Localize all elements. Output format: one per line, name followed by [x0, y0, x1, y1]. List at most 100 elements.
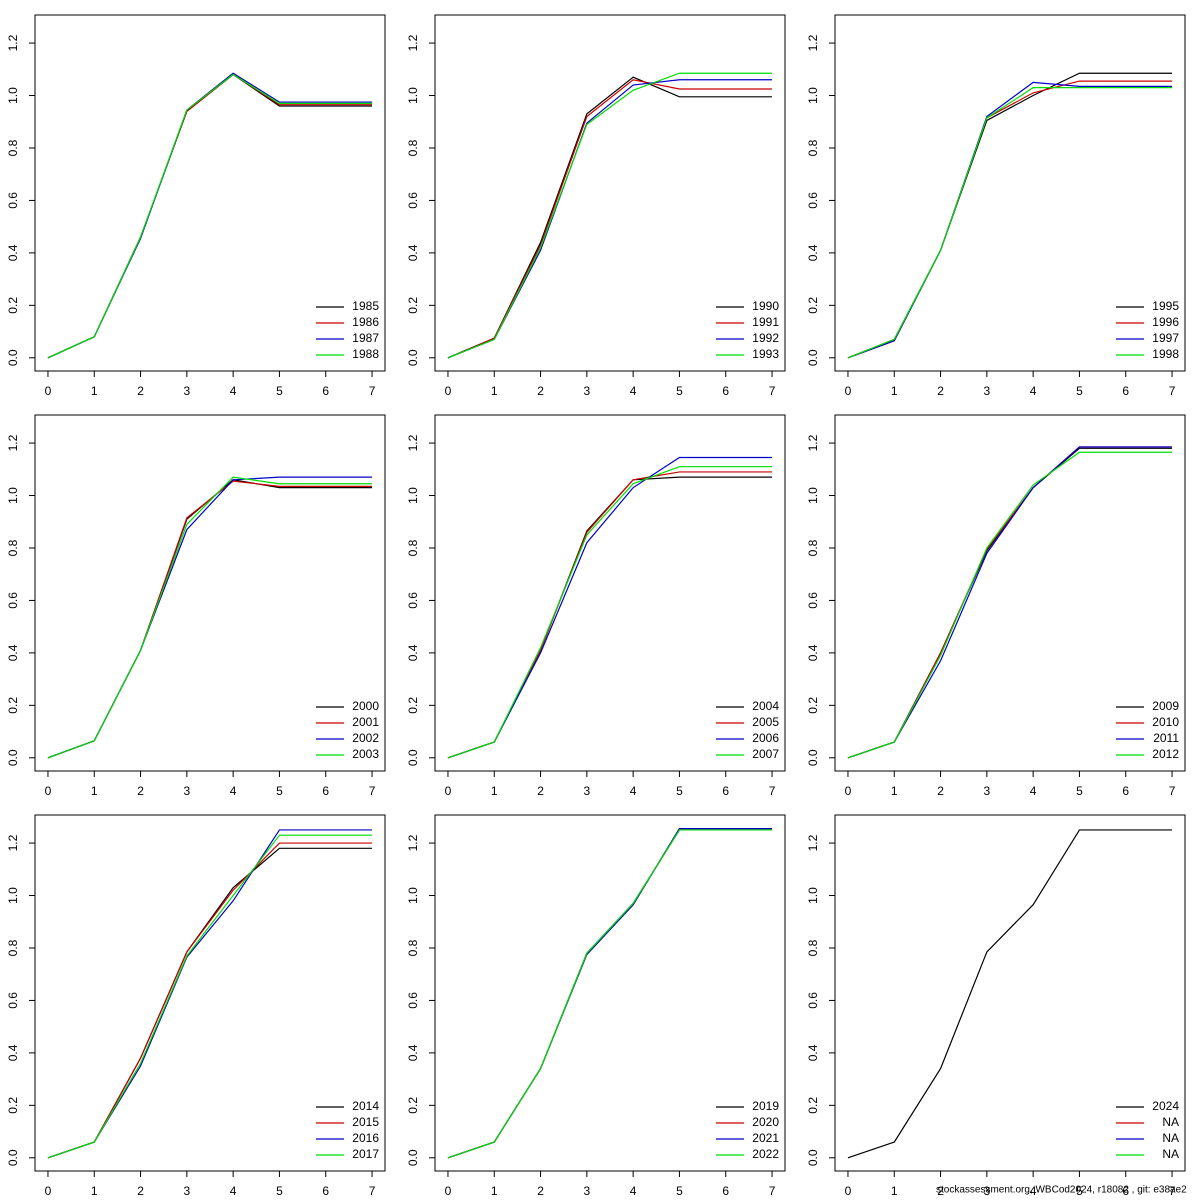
plot-frame — [834, 814, 1186, 1172]
legend-label: 2011 — [1153, 731, 1179, 745]
series-line — [47, 842, 373, 1159]
y-tick-label: 0.4 — [806, 244, 820, 261]
y-tick-label: 0.2 — [806, 697, 820, 714]
y-tick-label: 1.2 — [806, 434, 820, 451]
y-tick-label: 0.0 — [6, 749, 20, 766]
series-line — [47, 834, 373, 1159]
x-tick-label: 0 — [45, 384, 52, 398]
y-tick-label: 1.2 — [6, 34, 20, 51]
x-tick-label: 2 — [537, 384, 544, 398]
y-tick-label: 0.0 — [6, 349, 20, 366]
legend-label: 1992 — [752, 331, 779, 345]
plot-frame — [434, 814, 786, 1172]
y-tick-label: 0.8 — [806, 939, 820, 956]
x-tick-label: 0 — [845, 384, 852, 398]
x-tick-label: 1 — [891, 1184, 898, 1198]
legend-label: 2014 — [352, 1099, 379, 1113]
plot-frame — [34, 814, 386, 1172]
y-tick-label: 0.4 — [806, 1044, 820, 1061]
legend-label: 2001 — [352, 715, 379, 729]
legend-label: 1990 — [752, 299, 779, 313]
y-tick-label: 0.4 — [806, 644, 820, 661]
x-tick-label: 2 — [137, 384, 144, 398]
y-tick-label: 1.0 — [6, 887, 20, 904]
x-tick-label: 3 — [584, 784, 591, 798]
plot-frame — [434, 414, 786, 772]
y-tick-label: 0.6 — [406, 192, 420, 209]
x-tick-label: 5 — [276, 384, 283, 398]
y-tick-label: 0.8 — [406, 939, 420, 956]
legend-label: 2009 — [1152, 699, 1179, 713]
x-tick-label: 2 — [937, 384, 944, 398]
legend-label: 2006 — [752, 731, 779, 745]
y-tick-label: 0.4 — [6, 644, 20, 661]
series-line — [447, 79, 773, 359]
legend-label: 1998 — [1152, 347, 1179, 361]
y-tick-label: 0.8 — [406, 139, 420, 156]
series-line — [847, 451, 1173, 759]
x-tick-label: 7 — [769, 1184, 776, 1198]
y-tick-label: 0.2 — [406, 297, 420, 314]
series-line — [847, 447, 1173, 759]
y-tick-label: 1.2 — [6, 834, 20, 851]
series-line — [847, 72, 1173, 359]
x-tick-label: 0 — [845, 1184, 852, 1198]
x-tick-label: 6 — [322, 384, 329, 398]
plot-frame — [434, 14, 786, 372]
series-line — [447, 828, 773, 1159]
series-line — [47, 480, 373, 759]
x-tick-label: 5 — [676, 784, 683, 798]
y-tick-label: 0.2 — [406, 697, 420, 714]
x-tick-label: 6 — [322, 784, 329, 798]
x-tick-label: 0 — [45, 1184, 52, 1198]
legend-label: 1986 — [352, 315, 379, 329]
series-line — [447, 829, 773, 1159]
x-tick-label: 4 — [1030, 1184, 1037, 1198]
legend-label: 1987 — [352, 331, 379, 345]
x-tick-label: 4 — [630, 1184, 637, 1198]
y-tick-label: 0.0 — [806, 749, 820, 766]
x-tick-label: 4 — [1030, 784, 1037, 798]
series-line — [447, 72, 773, 359]
x-tick-label: 5 — [1076, 384, 1083, 398]
x-tick-label: 1 — [91, 384, 98, 398]
x-tick-label: 6 — [1122, 1184, 1129, 1198]
x-tick-label: 7 — [369, 784, 376, 798]
legend-label: 2016 — [352, 1131, 379, 1145]
y-tick-label: 1.0 — [406, 887, 420, 904]
legend-label: 1993 — [752, 347, 779, 361]
panel: 0 1 2 3 4 5 6 7 0.0 0.2 0.4 0.6 0.8 1.0 1.2 2000 2001 200… — [6, 414, 386, 798]
y-tick-label: 0.6 — [6, 992, 20, 1009]
legend-label: NA — [1162, 1115, 1179, 1129]
x-tick-label: 3 — [584, 1184, 591, 1198]
y-tick-label: 0.6 — [806, 192, 820, 209]
x-tick-label: 7 — [369, 384, 376, 398]
x-tick-label: 0 — [445, 784, 452, 798]
x-tick-label: 3 — [984, 1184, 991, 1198]
legend-label: 1995 — [1152, 299, 1179, 313]
x-tick-label: 2 — [937, 1184, 944, 1198]
legend-label: 2017 — [352, 1147, 379, 1161]
y-tick-label: 0.0 — [406, 349, 420, 366]
legend-label: 2021 — [752, 1131, 779, 1145]
y-tick-label: 0.8 — [406, 539, 420, 556]
y-tick-label: 0.0 — [406, 1149, 420, 1166]
x-tick-label: 5 — [276, 784, 283, 798]
legend-label: 2024 — [1152, 1099, 1179, 1113]
x-tick-label: 7 — [369, 1184, 376, 1198]
x-tick-label: 3 — [184, 384, 191, 398]
x-tick-label: 7 — [769, 784, 776, 798]
y-tick-label: 1.2 — [406, 34, 420, 51]
y-tick-label: 0.4 — [406, 644, 420, 661]
y-tick-label: 1.2 — [806, 34, 820, 51]
x-tick-label: 3 — [984, 384, 991, 398]
legend-label: 1997 — [1152, 331, 1179, 345]
y-tick-label: 0.6 — [806, 592, 820, 609]
y-tick-label: 0.8 — [6, 939, 20, 956]
panel: 0 1 2 3 4 5 6 7 0.0 0.2 0.4 0.6 0.8 1.0 1.2 1990 1991 199… — [406, 14, 786, 398]
series-line — [47, 73, 373, 359]
x-tick-label: 7 — [1169, 784, 1176, 798]
panel: 0 1 2 3 4 5 6 7 0.0 0.2 0.4 0.6 0.8 1.0 1.2 2014 2015 201… — [6, 814, 386, 1198]
legend-label: 2005 — [752, 715, 779, 729]
